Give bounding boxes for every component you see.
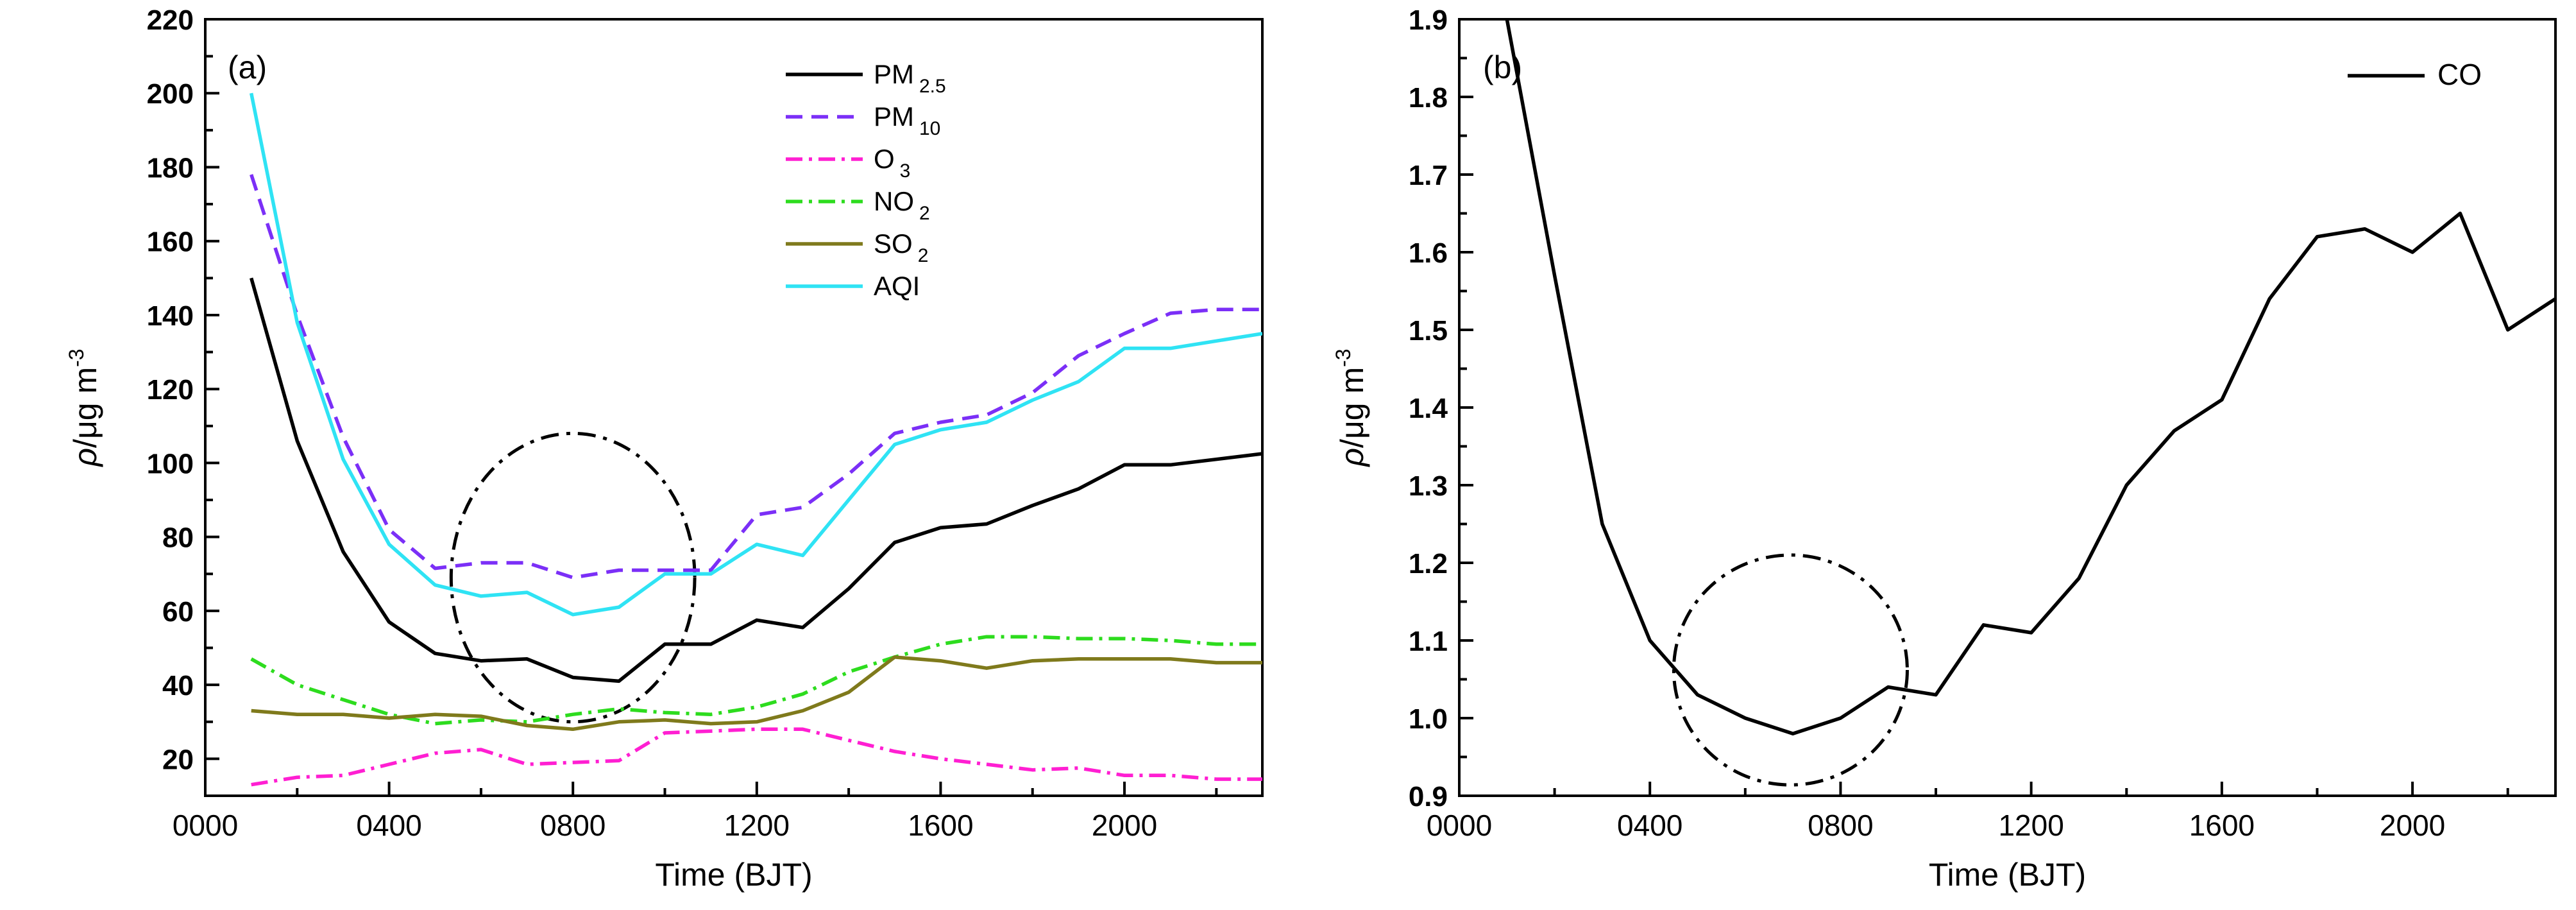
series-group xyxy=(1505,19,2555,735)
x-tick-label: 1200 xyxy=(724,809,790,842)
legend-entry: CO xyxy=(2437,58,2482,91)
x-axis-title: Time (BJT) xyxy=(655,857,812,893)
panel-label: (a) xyxy=(228,49,267,85)
highlight-ellipse xyxy=(1672,553,1909,787)
series-line-so2 xyxy=(251,655,1262,732)
legend: CO xyxy=(2348,58,2482,91)
x-tick-label: 0000 xyxy=(173,809,238,842)
chart-panel-b: 0000 0400 0800 1200 1600 2000 0.9 1.0 1.1 1.2 1.3 1… xyxy=(1332,4,2557,893)
x-tick-label: 0400 xyxy=(1617,809,1682,842)
y-tick-label: 1.9 xyxy=(1409,4,1448,36)
y-tick-label: 40 xyxy=(162,670,194,701)
y-tick-label: 1.6 xyxy=(1409,237,1448,269)
series-line-aqi xyxy=(250,92,1262,617)
y-tick-label: 20 xyxy=(162,744,194,775)
legend-entry: AQI xyxy=(874,271,920,301)
x-tick-label: 0800 xyxy=(540,809,606,842)
y-tick-label: 120 xyxy=(147,374,194,406)
series-line-co xyxy=(1505,19,2555,735)
series-line-no2 xyxy=(250,635,1262,726)
y-tick-label: 1.0 xyxy=(1409,703,1448,735)
x-tick-label: 1200 xyxy=(1998,809,2063,842)
x-tick-label: 0400 xyxy=(356,809,421,842)
legend-entry: PM 2.5 xyxy=(874,59,946,97)
y-tick-label: 1.1 xyxy=(1409,626,1448,657)
y-tick-label: 1.8 xyxy=(1409,82,1448,114)
y-tick-label: 1.5 xyxy=(1409,315,1448,347)
series-line-pm10 xyxy=(250,174,1262,579)
legend: PM 2.5 PM 10 O 3 NO 2 SO 2 AQI xyxy=(786,59,946,301)
y-tick-label: 140 xyxy=(147,300,194,332)
plot-frame xyxy=(1458,18,2557,797)
y-tick-label: 1.4 xyxy=(1409,393,1448,424)
legend-entry: NO 2 xyxy=(874,186,930,224)
y-tick-label: 1.3 xyxy=(1409,470,1448,502)
y-tick-label: 60 xyxy=(162,596,194,628)
y-tick-label: 0.9 xyxy=(1409,781,1448,812)
x-tick-label: 0000 xyxy=(1427,809,1492,842)
highlight-ellipse xyxy=(449,431,697,724)
y-tick-label: 1.2 xyxy=(1409,548,1448,579)
series-line-o3 xyxy=(251,727,1262,787)
x-tick-label: 2000 xyxy=(1092,809,1157,842)
x-tick-label: 1600 xyxy=(908,809,973,842)
y-axis-title: ρ/μg m-3 xyxy=(1332,348,1370,467)
legend-entry: PM 10 xyxy=(874,101,940,139)
y-tick-label: 180 xyxy=(147,152,194,184)
y-tick-label: 80 xyxy=(162,522,194,554)
x-tick-label: 0800 xyxy=(1808,809,1873,842)
y-axis-title: ρ/μg m-3 xyxy=(65,348,103,467)
x-axis-title: Time (BJT) xyxy=(1929,857,2086,893)
legend-entry: SO 2 xyxy=(874,228,928,266)
y-tick-label: 200 xyxy=(147,78,194,110)
plot-frame xyxy=(204,18,1264,797)
x-tick-label: 2000 xyxy=(2380,809,2445,842)
chart-panel-a: 0000 0400 0800 1200 1600 2000 20 40 60 80 100 120 14… xyxy=(65,4,1264,893)
x-tick-label: 1600 xyxy=(2189,809,2255,842)
series-group xyxy=(250,92,1262,787)
y-tick-label: 160 xyxy=(147,227,194,258)
y-tick-label: 1.7 xyxy=(1409,160,1448,191)
y-tick-label: 100 xyxy=(147,448,194,479)
y-tick-label: 220 xyxy=(147,4,194,36)
series-line-pm25 xyxy=(250,277,1262,683)
